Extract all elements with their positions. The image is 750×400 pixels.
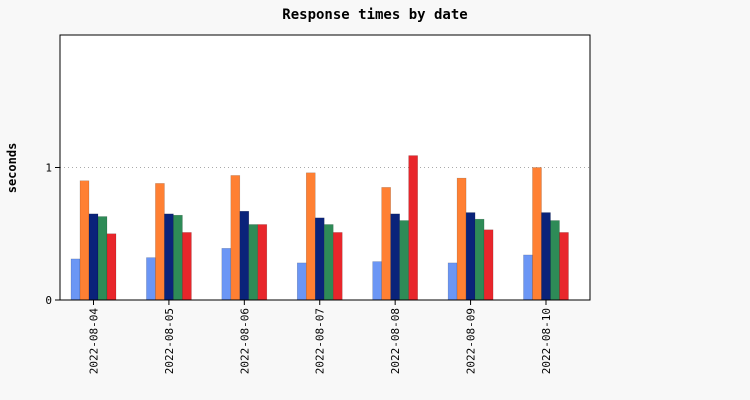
bar-2022-08-05-s3 bbox=[164, 213, 174, 301]
bar-2022-08-10-s1 bbox=[523, 254, 533, 301]
bar-2022-08-04-s4 bbox=[97, 216, 108, 301]
bar-2022-08-09-s4 bbox=[474, 218, 485, 301]
bar-2022-08-05-s2 bbox=[155, 183, 165, 301]
bar-2022-08-10-s3 bbox=[541, 212, 551, 301]
bar-2022-08-09-s5 bbox=[483, 229, 494, 301]
x-tick-label: 2022-08-08 bbox=[389, 308, 402, 374]
bar-2022-08-08-s5 bbox=[408, 155, 418, 301]
y-axis-label: seconds bbox=[5, 143, 19, 194]
bar-2022-08-10-s5 bbox=[559, 232, 569, 301]
bar-2022-08-06-s5 bbox=[257, 224, 268, 301]
x-tick-label: 2022-08-10 bbox=[540, 308, 553, 374]
x-axis-ticks: 2022-08-04 2022-08-05 2022-08-06 2022-08-07… bbox=[88, 300, 553, 374]
bar-2022-08-06-s1 bbox=[221, 248, 232, 301]
bar-2022-08-04-s1 bbox=[70, 258, 81, 301]
bar-2022-08-08-s4 bbox=[399, 220, 409, 301]
bar-2022-08-06-s3 bbox=[239, 210, 250, 301]
bar-2022-08-07-s1 bbox=[296, 262, 307, 301]
y-axis-ticks: 01 bbox=[45, 162, 60, 307]
bar-2022-08-06-s2 bbox=[230, 175, 241, 301]
bar-2022-08-07-s5 bbox=[332, 232, 343, 301]
bar-2022-08-04-s3 bbox=[88, 213, 99, 301]
bar-2022-08-04-s2 bbox=[79, 180, 90, 301]
x-tick-label: 2022-08-09 bbox=[465, 308, 478, 374]
bar-2022-08-08-s3 bbox=[390, 213, 400, 301]
chart-title: Response times by date bbox=[282, 7, 467, 23]
bar-2022-08-05-s1 bbox=[146, 257, 156, 301]
bars-layer bbox=[70, 155, 569, 301]
x-tick-label: 2022-08-04 bbox=[88, 308, 101, 375]
bar-2022-08-08-s2 bbox=[381, 187, 391, 301]
x-tick-label: 2022-08-06 bbox=[238, 308, 251, 374]
bar-2022-08-10-s2 bbox=[532, 167, 542, 301]
bar-2022-08-09-s2 bbox=[456, 177, 467, 301]
bar-2022-08-05-s4 bbox=[173, 214, 183, 301]
bar-2022-08-08-s1 bbox=[372, 261, 382, 301]
bar-2022-08-10-s4 bbox=[550, 220, 560, 301]
y-tick-label: 1 bbox=[45, 162, 52, 175]
bar-2022-08-09-s1 bbox=[447, 262, 458, 301]
x-tick-label: 2022-08-07 bbox=[314, 308, 327, 374]
bar-2022-08-09-s3 bbox=[465, 212, 476, 301]
bar-2022-08-06-s4 bbox=[248, 224, 259, 301]
bar-2022-08-07-s2 bbox=[305, 172, 316, 301]
bar-2022-08-07-s4 bbox=[323, 224, 334, 301]
bar-2022-08-07-s3 bbox=[314, 217, 325, 301]
bar-2022-08-04-s5 bbox=[106, 233, 117, 301]
y-tick-label: 0 bbox=[45, 294, 52, 307]
bar-2022-08-05-s5 bbox=[182, 232, 192, 301]
x-tick-label: 2022-08-05 bbox=[163, 308, 176, 374]
